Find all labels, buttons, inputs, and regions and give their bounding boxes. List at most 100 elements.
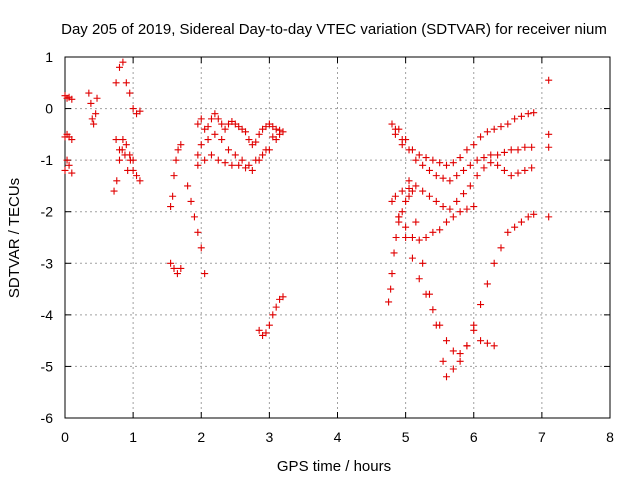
data-point	[194, 151, 202, 159]
data-point	[473, 172, 481, 180]
data-point	[521, 166, 529, 174]
data-point	[85, 89, 93, 97]
data-point	[446, 177, 454, 185]
data-point	[460, 190, 468, 198]
data-point	[483, 128, 491, 136]
data-point	[412, 156, 420, 164]
data-point	[129, 156, 137, 164]
data-point	[419, 161, 427, 169]
data-point	[395, 213, 403, 221]
series-s14	[255, 293, 287, 339]
data-point	[272, 303, 280, 311]
data-point	[477, 133, 485, 141]
series-s06	[112, 58, 144, 118]
data-point	[436, 159, 444, 167]
data-point	[385, 298, 393, 306]
data-point	[429, 156, 437, 164]
data-point	[170, 172, 178, 180]
series-s19	[391, 125, 536, 185]
data-point	[255, 326, 263, 334]
data-point	[242, 128, 250, 136]
data-point	[530, 210, 538, 218]
data-point	[483, 339, 491, 347]
data-point	[443, 373, 450, 381]
data-point	[500, 148, 508, 156]
data-point	[439, 357, 447, 365]
data-point	[425, 192, 433, 200]
data-point	[113, 177, 121, 185]
data-point	[425, 290, 433, 298]
data-point	[272, 125, 280, 133]
x-tick-label: 1	[129, 429, 137, 445]
data-point	[242, 164, 250, 172]
data-point	[490, 342, 498, 350]
x-tick-label: 4	[334, 429, 342, 445]
data-point	[265, 321, 273, 329]
data-point	[443, 161, 450, 169]
data-point	[387, 285, 395, 293]
data-point	[112, 79, 120, 87]
data-point	[398, 187, 406, 195]
data-point	[201, 156, 209, 164]
data-point	[405, 185, 413, 193]
data-point	[197, 141, 205, 149]
series-s11	[194, 110, 287, 149]
data-point	[262, 329, 270, 337]
data-point	[487, 151, 495, 159]
x-tick-label: 6	[470, 429, 478, 445]
data-point	[167, 259, 175, 267]
data-point	[514, 146, 522, 154]
data-point	[432, 321, 440, 329]
x-tick-label: 2	[197, 429, 205, 445]
data-point	[507, 172, 515, 180]
data-point	[412, 218, 420, 226]
data-point	[68, 95, 76, 103]
data-point	[456, 208, 464, 216]
data-point	[204, 123, 212, 131]
data-point	[470, 321, 478, 329]
series-s17	[391, 130, 538, 381]
data-point	[177, 141, 185, 149]
series-s15	[385, 187, 416, 306]
data-point	[432, 197, 440, 205]
data-point	[453, 197, 461, 205]
data-point	[276, 130, 284, 138]
data-point	[456, 154, 464, 162]
data-point	[201, 270, 209, 278]
series-s04	[85, 89, 101, 128]
data-point	[173, 270, 181, 278]
data-point	[190, 213, 198, 221]
data-point	[133, 172, 141, 180]
data-point	[252, 138, 260, 146]
data-point	[112, 136, 120, 144]
data-point	[90, 120, 98, 128]
data-point	[388, 120, 396, 128]
data-point	[255, 156, 263, 164]
data-point	[463, 342, 471, 350]
data-point	[405, 192, 413, 200]
data-point	[545, 143, 553, 151]
data-point	[391, 125, 399, 133]
data-point	[197, 244, 205, 252]
y-tick-label: 0	[45, 101, 53, 117]
data-point	[408, 254, 416, 262]
data-point	[388, 197, 396, 205]
data-point	[511, 223, 519, 231]
data-point	[494, 151, 502, 159]
series-s07	[112, 136, 137, 164]
data-point	[412, 182, 420, 190]
data-point	[269, 311, 277, 319]
data-point	[511, 115, 519, 123]
y-tick-label: -4	[41, 307, 54, 323]
data-point	[460, 166, 468, 174]
data-point	[504, 120, 512, 128]
data-point	[405, 177, 413, 185]
data-point	[500, 166, 508, 174]
data-point	[545, 130, 553, 138]
data-point	[429, 228, 437, 236]
data-point	[122, 141, 130, 149]
data-point	[517, 112, 525, 120]
data-point	[129, 105, 137, 113]
data-point	[545, 213, 553, 221]
